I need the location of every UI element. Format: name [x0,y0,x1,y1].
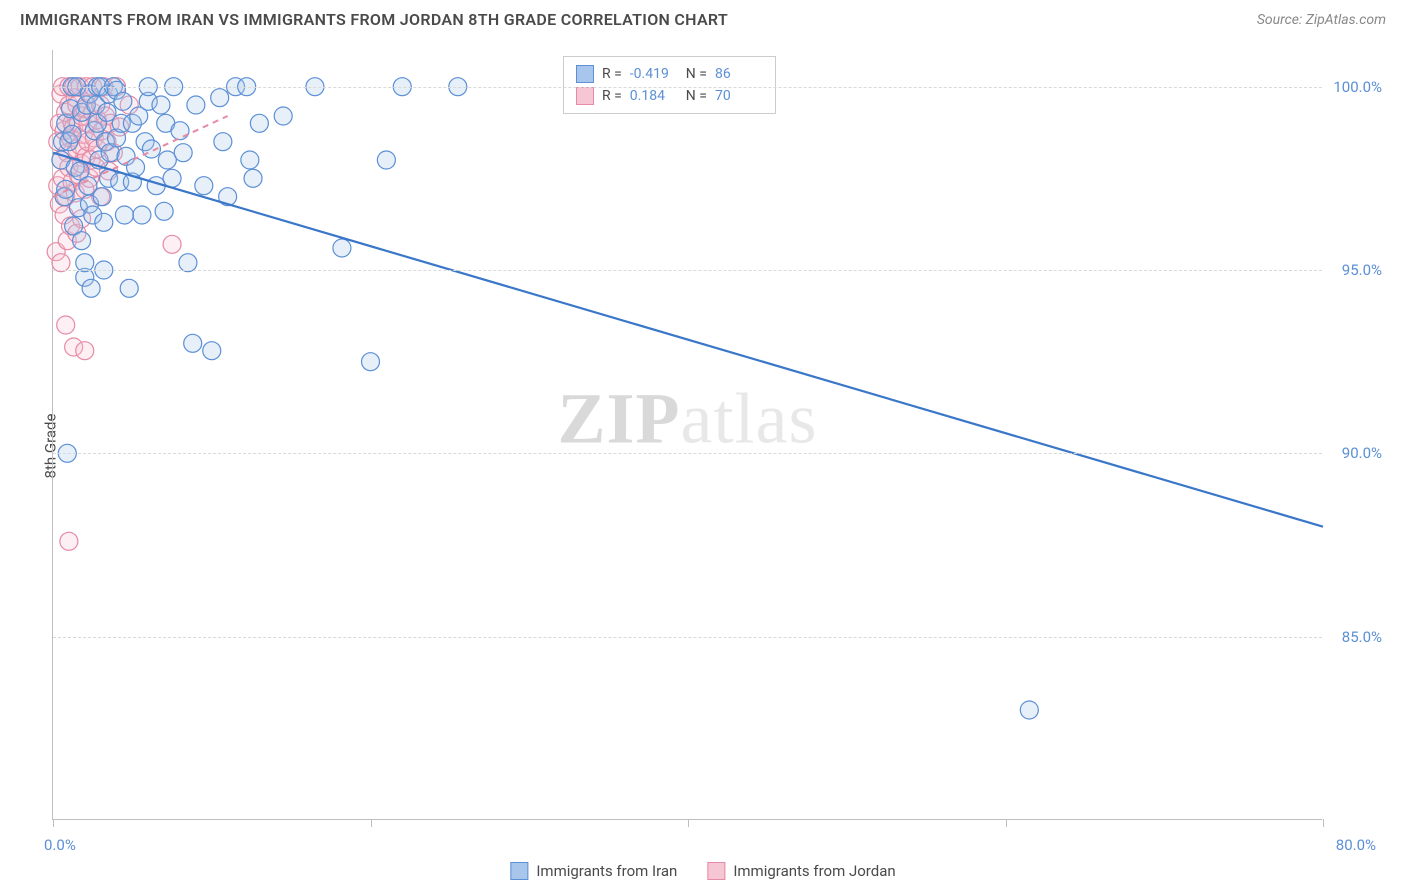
x-tick-mark [1006,819,1007,827]
scatter-point [60,532,78,550]
legend-n-value: 70 [715,88,763,104]
stats-legend-row: R = 0.184 N = 70 [576,85,763,107]
scatter-point [171,122,189,140]
scatter-point [76,254,94,272]
legend-n-label: N = [686,66,707,82]
y-tick-label: 100.0% [1333,78,1382,96]
scatter-point [179,254,197,272]
scatter-point [52,254,70,272]
legend-n-label: N = [686,88,707,104]
source-attribution: Source: ZipAtlas.com [1257,12,1386,28]
legend-swatch [510,862,528,880]
scatter-point [211,89,229,107]
scatter-point [163,235,181,253]
scatter-point [82,279,100,297]
trend-line [53,153,1323,527]
x-tick-mark [371,819,372,827]
stats-legend-row: R = -0.419 N = 86 [576,63,763,85]
x-tick-mark [53,819,54,827]
scatter-point [76,342,94,360]
x-axis-min-label: 0.0% [44,836,76,854]
scatter-point [114,92,132,110]
legend-n-value: 86 [715,66,763,82]
plot-area: ZIPatlas R = -0.419 N = 86 R = 0.184 N =… [52,50,1322,820]
x-axis-max-label: 80.0% [1336,836,1376,854]
bottom-legend-item: Immigrants from Iran [510,862,677,880]
scatter-point [203,342,221,360]
y-tick-label: 85.0% [1342,628,1382,646]
stats-legend-box: R = -0.419 N = 86 R = 0.184 N = 70 [563,56,776,114]
gridline-horizontal [53,453,1322,454]
scatter-point [362,353,380,371]
scatter-point [57,316,75,334]
scatter-point [241,151,259,169]
scatter-point [93,188,111,206]
scatter-point [184,334,202,352]
scatter-point [63,125,81,143]
gridline-horizontal [53,270,1322,271]
scatter-point [1020,701,1038,719]
y-tick-label: 90.0% [1342,444,1382,462]
scatter-point [115,206,133,224]
legend-r-value: 0.184 [630,88,678,104]
scatter-point [187,96,205,114]
scatter-point [73,232,91,250]
x-tick-mark [688,819,689,827]
legend-swatch [576,87,594,105]
scatter-point [57,180,75,198]
chart-title: IMMIGRANTS FROM IRAN VS IMMIGRANTS FROM … [20,10,728,29]
scatter-point [244,169,262,187]
scatter-point [133,206,151,224]
scatter-point [120,279,138,297]
scatter-point [127,158,145,176]
scatter-point [163,169,181,187]
bottom-legend-label: Immigrants from Jordan [733,862,895,880]
scatter-point [152,96,170,114]
legend-r-value: -0.419 [630,66,678,82]
scatter-point [95,213,113,231]
gridline-horizontal [53,637,1322,638]
scatter-point [155,202,173,220]
scatter-point [195,177,213,195]
bottom-legend: Immigrants from Iran Immigrants from Jor… [510,862,895,880]
legend-swatch [576,65,594,83]
scatter-point [274,107,292,125]
scatter-point [333,239,351,257]
scatter-svg [53,50,1322,819]
bottom-legend-item: Immigrants from Jordan [707,862,895,880]
bottom-legend-label: Immigrants from Iran [536,862,677,880]
x-tick-mark [1323,819,1324,827]
scatter-point [158,151,176,169]
gridline-horizontal [53,87,1322,88]
scatter-point [214,133,232,151]
y-tick-label: 95.0% [1342,261,1382,279]
scatter-point [377,151,395,169]
legend-swatch [707,862,725,880]
legend-r-label: R = [602,88,622,104]
legend-r-label: R = [602,66,622,82]
scatter-point [250,114,268,132]
scatter-point [174,144,192,162]
